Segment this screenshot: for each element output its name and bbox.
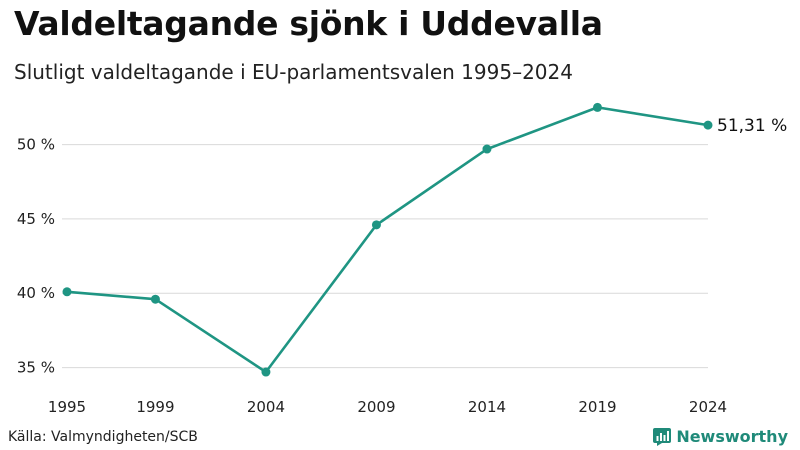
y-tick-label: 45 % [17,210,55,228]
newsworthy-logo-icon [653,427,672,446]
brand-name: Newsworthy [676,427,788,446]
x-tick-label: 1999 [136,398,174,416]
y-tick-label: 40 % [17,284,55,302]
x-tick-label: 2024 [689,398,727,416]
data-point [703,120,713,130]
x-tick-label: 2004 [247,398,285,416]
y-tick-label: 35 % [17,359,55,377]
end-value-label: 51,31 % [717,116,787,136]
data-point [62,287,72,297]
x-tick-label: 1995 [48,398,86,416]
brand-logo: Newsworthy [653,427,788,446]
data-point [592,102,602,112]
data-point [261,367,271,377]
x-tick-label: 2019 [578,398,616,416]
chart-title: Valdeltagande sjönk i Uddevalla [14,4,603,43]
data-point [150,294,160,304]
data-point [371,220,381,230]
source-note: Källa: Valmyndigheten/SCB [8,429,198,445]
x-tick-label: 2014 [468,398,506,416]
data-point [482,144,492,154]
x-tick-label: 2009 [357,398,395,416]
y-tick-label: 50 % [17,136,55,154]
series-line [65,106,710,374]
chart-subtitle: Slutligt valdeltagande i EU-parlamentsva… [14,60,573,84]
